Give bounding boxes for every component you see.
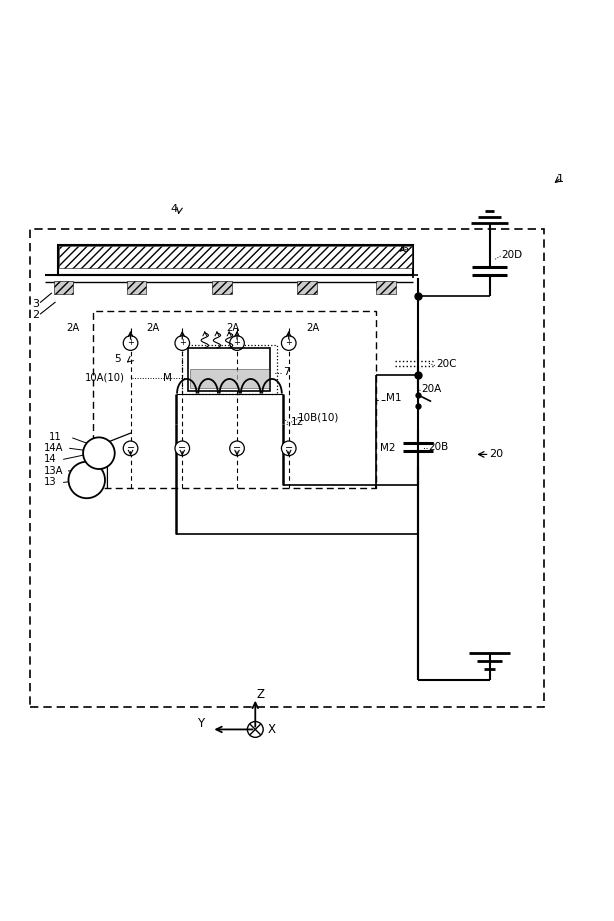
Text: +: + — [286, 338, 292, 347]
Circle shape — [123, 441, 138, 456]
Circle shape — [123, 336, 138, 350]
Text: Y: Y — [197, 717, 204, 729]
Text: M: M — [163, 373, 172, 383]
Text: 20A: 20A — [421, 384, 441, 393]
Bar — [59, 246, 412, 268]
Circle shape — [175, 441, 190, 456]
Text: 20D: 20D — [502, 250, 523, 260]
Circle shape — [247, 721, 263, 738]
Circle shape — [230, 441, 244, 456]
Circle shape — [69, 461, 105, 498]
Text: 14A: 14A — [44, 443, 64, 453]
Text: 2A: 2A — [146, 323, 160, 332]
Text: +: + — [127, 338, 134, 347]
Bar — [376, 281, 396, 295]
Text: +: + — [179, 338, 185, 347]
Text: 5: 5 — [114, 355, 121, 365]
Circle shape — [281, 336, 296, 350]
Text: Z: Z — [256, 688, 264, 701]
Bar — [54, 281, 73, 295]
Bar — [182, 344, 276, 393]
Text: 13A: 13A — [44, 466, 64, 476]
Text: −: − — [233, 443, 241, 453]
Text: M2: M2 — [380, 443, 395, 453]
Text: 2A: 2A — [227, 323, 240, 332]
Bar — [297, 281, 317, 295]
Text: 11: 11 — [49, 432, 62, 442]
Text: 3: 3 — [32, 298, 39, 309]
Text: −: − — [126, 443, 134, 453]
Text: 7: 7 — [282, 367, 289, 378]
Bar — [212, 281, 231, 295]
Bar — [93, 311, 376, 488]
Text: 14: 14 — [44, 454, 56, 464]
Text: 12: 12 — [290, 417, 304, 427]
Text: 10A(10): 10A(10) — [85, 373, 125, 383]
Text: 1: 1 — [556, 174, 564, 184]
Text: 2: 2 — [32, 310, 39, 321]
Text: 2A: 2A — [306, 323, 319, 332]
Bar — [127, 281, 146, 295]
Text: 2A: 2A — [67, 323, 80, 332]
Text: 20: 20 — [489, 449, 503, 460]
Circle shape — [175, 336, 190, 350]
Text: 20C: 20C — [436, 359, 456, 369]
Bar — [188, 348, 271, 391]
Text: M1: M1 — [386, 393, 402, 402]
Text: +: + — [233, 338, 241, 347]
Bar — [58, 244, 413, 275]
Text: 6: 6 — [402, 244, 408, 254]
Text: 20B: 20B — [429, 442, 449, 452]
Circle shape — [230, 336, 244, 350]
Text: 4: 4 — [170, 204, 177, 215]
Bar — [190, 369, 269, 388]
Text: −: − — [178, 443, 186, 453]
Circle shape — [83, 437, 115, 469]
Text: 10B(10): 10B(10) — [298, 413, 340, 423]
Text: 13: 13 — [44, 477, 56, 487]
Bar — [30, 229, 544, 707]
Circle shape — [281, 441, 296, 456]
Text: −: − — [285, 443, 293, 453]
Text: X: X — [268, 723, 276, 736]
